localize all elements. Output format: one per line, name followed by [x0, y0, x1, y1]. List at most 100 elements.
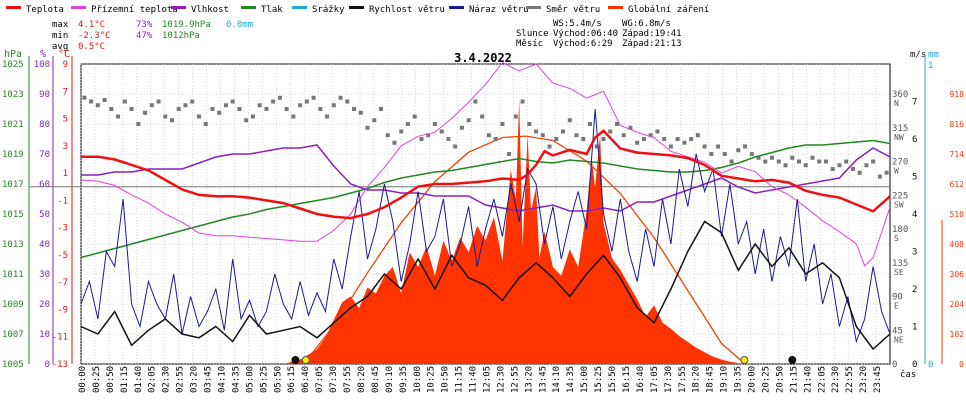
moonset-marker	[788, 356, 797, 364]
x-tick-label: 14:35	[566, 366, 576, 393]
x-axis-label: čas	[900, 369, 916, 380]
wind-direction-point	[722, 152, 727, 156]
legend-swatch	[526, 6, 541, 9]
pressure-tick: 1005	[2, 360, 24, 370]
legend-label: Tlak	[261, 5, 283, 15]
x-tick-label: 08:20	[357, 366, 367, 393]
wind-direction-label: S	[894, 234, 899, 243]
x-tick-label: 18:45	[706, 366, 716, 393]
wind-speed-line	[80, 220, 891, 351]
legend: Teplota Přízemní teplota Vlhkost Tlak Srážky…	[6, 5, 709, 15]
humidity-tick: 30	[39, 270, 50, 280]
wind-direction-point	[520, 99, 525, 104]
moonrise-marker	[291, 356, 300, 364]
wind-direction-point	[871, 159, 876, 164]
x-tick-label: 05:25	[259, 366, 269, 393]
wind-direction-point	[250, 114, 255, 119]
wind-direction-point	[291, 114, 296, 119]
wind-direction-point	[392, 140, 397, 145]
radiation-tick: 918	[950, 90, 965, 99]
wind-direction-point	[884, 170, 889, 175]
wind-direction-point	[358, 110, 363, 115]
x-tick-label: 06:15	[287, 366, 297, 393]
wind-direction-point	[372, 118, 377, 123]
wind-direction-point	[621, 133, 626, 138]
wind-direction-point	[641, 137, 646, 141]
temperature-tick: 7	[63, 87, 68, 97]
wind-direction-point	[466, 118, 471, 123]
x-tick-label: 14:10	[552, 366, 562, 393]
x-tick-label: 01:40	[134, 366, 144, 393]
x-axis: 00:00 00:25 00:50 01:15 01:40 02:05 02:30 02:55…	[78, 366, 916, 393]
wind-direction-point	[668, 144, 673, 149]
wind-direction-point	[190, 99, 195, 104]
wind-direction-point	[480, 114, 485, 119]
wind-direction-point	[217, 110, 222, 115]
wind-direction-point	[109, 107, 114, 111]
x-tick-label: 12:55	[510, 366, 520, 393]
wind-direction-point	[729, 159, 734, 164]
wind-direction-point	[439, 129, 444, 134]
legend-swatch	[171, 6, 186, 9]
temperature-tick: 9	[63, 60, 68, 70]
wind-direction-point	[338, 95, 343, 100]
wind-direction-label: NW	[894, 133, 904, 142]
wind-direction-point	[365, 125, 370, 130]
wind-direction-point	[716, 144, 721, 149]
temperature-tick: -13	[52, 360, 68, 370]
x-tick-label: 19:35	[734, 366, 744, 393]
stat-rain: 0.0mm	[226, 20, 253, 30]
wind-direction-point	[176, 107, 181, 111]
x-tick-label: 00:50	[106, 366, 116, 393]
wind-direction-point	[534, 129, 539, 134]
legend-label: Náraz větru	[469, 5, 529, 15]
wind-direction-point	[237, 107, 242, 111]
wind-direction-point	[385, 133, 390, 138]
x-tick-label: 13:45	[538, 366, 548, 393]
wind-direction-tick: 45	[892, 326, 903, 336]
temperature-tick: 3	[63, 142, 68, 152]
x-tick-label: 23:45	[873, 366, 883, 393]
wind-direction-tick: 315	[892, 124, 908, 134]
wind-direction-point	[426, 133, 431, 138]
wind-direction-point	[776, 159, 781, 164]
stat-pressure: 1012hPa	[162, 31, 200, 41]
temperature-tick: -11	[52, 333, 68, 343]
wind-direction-point	[493, 137, 498, 141]
wind-direction-point	[244, 118, 249, 123]
sunset-marker	[740, 356, 749, 364]
wind-direction-point	[453, 144, 458, 149]
wind-direction-point	[675, 137, 680, 141]
wind-direction-tick: 360	[892, 90, 908, 100]
x-tick-label: 19:10	[720, 366, 730, 393]
stat-pressure: 1019.9hPa	[162, 20, 211, 30]
pressure-tick: 1019	[2, 150, 24, 160]
x-tick-label: 21:15	[789, 366, 799, 393]
wind-direction-point	[277, 95, 282, 100]
stat-temp: 0.5°C	[78, 42, 105, 52]
x-tick-label: 05:50	[273, 366, 283, 393]
wind-direction-point	[271, 99, 276, 104]
wind-direction-tick: 180	[892, 225, 908, 235]
wind-direction-point	[143, 110, 148, 115]
wind-direction-point	[736, 148, 741, 153]
pressure-line	[80, 139, 891, 259]
x-tick-label: 16:40	[636, 366, 646, 393]
wind-direction-label: SE	[894, 268, 904, 277]
wind-direction-point	[196, 114, 201, 119]
wind-direction-point	[163, 114, 168, 119]
temperature-tick: -9	[57, 305, 68, 315]
legend-label: Přízemní teplota	[91, 5, 178, 15]
legend-swatch	[241, 6, 256, 9]
wind-direction-tick: 90	[892, 293, 903, 303]
right-axes: 360N315NW270W225SW180S135SE90E45NE0m/s01…	[892, 50, 964, 370]
sun-rise: Východ:06:40	[553, 29, 618, 39]
wind-direction-point	[129, 107, 134, 111]
wind-direction-tick: 0	[892, 360, 897, 370]
temperature-tick: 1	[63, 169, 68, 179]
legend-label: Vlhkost	[191, 5, 229, 15]
wind-direction-point	[399, 129, 404, 134]
wind-speed-tick: 5	[912, 173, 917, 183]
wind-direction-point	[749, 152, 754, 156]
